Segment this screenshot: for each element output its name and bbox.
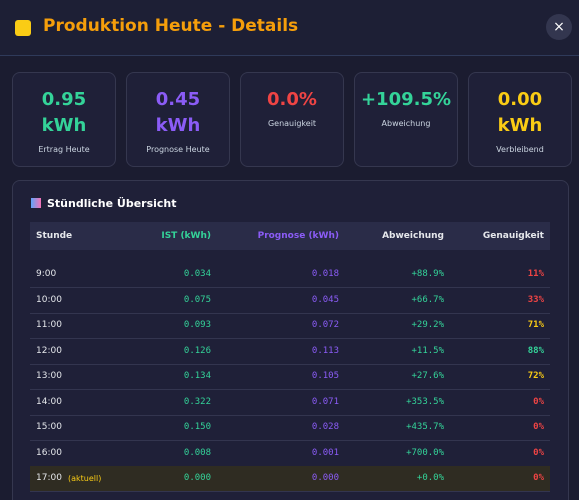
table-cell: 15:00 bbox=[36, 422, 62, 432]
table-cell: 11% bbox=[527, 269, 544, 279]
header-icon bbox=[15, 20, 31, 36]
stat-unit: kWh bbox=[155, 115, 201, 136]
table-cell: +88.9% bbox=[411, 269, 444, 279]
table-cell: 72% bbox=[527, 371, 544, 381]
stat-label: Abweichung bbox=[381, 119, 431, 128]
stat-unit: kWh bbox=[497, 115, 543, 136]
header: Produktion Heute - Details × bbox=[0, 0, 579, 56]
stat-label: Ertrag Heute bbox=[38, 145, 90, 154]
column-header: Stunde bbox=[36, 231, 73, 241]
table-cell: 0.018 bbox=[311, 269, 339, 279]
table-row: 15:00 0.150 0.028 +435.7% 0% bbox=[30, 415, 550, 441]
table-cell: 12:00 bbox=[36, 345, 62, 356]
table-cell: 10:00 bbox=[36, 294, 62, 305]
stat-value: 0.45 kWh bbox=[127, 87, 229, 139]
column-header: Prognose (kWh) bbox=[257, 231, 339, 241]
stat-number: +109.5% bbox=[360, 89, 452, 110]
close-button[interactable]: × bbox=[546, 14, 572, 40]
table-row: 9:00 0.034 0.018 +88.9% 11% bbox=[30, 262, 550, 288]
stat-label: Prognose Heute bbox=[146, 145, 210, 154]
dialog-title: Produktion Heute - Details bbox=[43, 16, 299, 36]
stat-label: Verbleibend bbox=[496, 145, 544, 154]
table-cell: 88% bbox=[527, 345, 544, 356]
section-icon bbox=[31, 198, 41, 208]
table-row: 16:00 0.008 0.001 +700.0% 0% bbox=[30, 441, 550, 467]
table-cell: 0.075 bbox=[183, 294, 211, 305]
table-cell: 0% bbox=[533, 447, 544, 458]
table-cell: +29.2% bbox=[411, 320, 444, 330]
column-header: Abweichung bbox=[382, 231, 444, 241]
table-cell: +0.0% bbox=[416, 473, 444, 483]
table-cell: +435.7% bbox=[406, 422, 444, 432]
stat-unit: kWh bbox=[41, 115, 87, 136]
section-title-text: Stündliche Übersicht bbox=[47, 197, 177, 210]
table-cell: 71% bbox=[527, 320, 544, 330]
table-cell: 11:00 bbox=[36, 320, 62, 330]
table-cell: 0.113 bbox=[311, 345, 339, 356]
column-header: Genauigkeit bbox=[482, 231, 544, 241]
section-title: Stündliche Übersicht bbox=[31, 197, 177, 210]
table-cell: 0.093 bbox=[183, 320, 211, 330]
table-cell: 9:00 bbox=[36, 269, 57, 279]
table-cell: 33% bbox=[527, 294, 544, 305]
table-cell: +66.7% bbox=[411, 294, 444, 305]
table-cell: 0.028 bbox=[311, 422, 339, 432]
table-cell: +27.6% bbox=[411, 371, 444, 381]
table-row: 10:00 0.075 0.045 +66.7% 33% bbox=[30, 288, 550, 314]
table-cell: 0.126 bbox=[183, 345, 211, 356]
stat-number: 0.00 bbox=[497, 89, 543, 110]
stat-card: +109.5% Abweichung bbox=[354, 72, 458, 167]
table-header: Stunde IST (kWh) Prognose (kWh) Abweichung G… bbox=[30, 222, 550, 250]
stat-number: 0.45 bbox=[155, 89, 201, 110]
table-row: 17:00 (aktuell) 0.000 0.000 +0.0% 0% bbox=[30, 466, 550, 492]
stat-value: +109.5% bbox=[355, 87, 457, 113]
table-row: 13:00 0.134 0.105 +27.6% 72% bbox=[30, 364, 550, 390]
column-header: IST (kWh) bbox=[161, 231, 211, 241]
table-cell: 0.071 bbox=[311, 396, 339, 407]
table-cell: 0.134 bbox=[183, 371, 211, 381]
table-cell: 0.000 bbox=[183, 473, 211, 483]
table-cell: 0.008 bbox=[183, 447, 211, 458]
table-cell: 16:00 bbox=[36, 447, 62, 458]
table-row: 14:00 0.322 0.071 +353.5% 0% bbox=[30, 390, 550, 416]
stat-value: 0.0% bbox=[241, 87, 343, 113]
stat-value: 0.00 kWh bbox=[469, 87, 571, 139]
table-cell: +700.0% bbox=[406, 447, 444, 458]
stat-card: 0.95 kWh Ertrag Heute bbox=[12, 72, 116, 167]
table-cell: 14:00 bbox=[36, 396, 62, 407]
table-cell: 0.001 bbox=[311, 447, 339, 458]
table-cell: 0.322 bbox=[183, 396, 211, 407]
table-cell: 0.034 bbox=[183, 269, 211, 279]
table-cell: 0.150 bbox=[183, 422, 211, 432]
table-cell: 0.045 bbox=[311, 294, 339, 305]
table-cell: 0% bbox=[533, 396, 544, 407]
table-cell: 17:00 bbox=[36, 473, 62, 483]
table-cell: +11.5% bbox=[411, 345, 444, 356]
stat-number: 0.95 bbox=[41, 89, 87, 110]
table-cell: 0.072 bbox=[311, 320, 339, 330]
stat-value: 0.95 kWh bbox=[13, 87, 115, 139]
stat-card: 0.45 kWh Prognose Heute bbox=[126, 72, 230, 167]
table-cell: 0.105 bbox=[311, 371, 339, 381]
table-cell: 0% bbox=[533, 473, 544, 483]
current-note: (aktuell) bbox=[68, 474, 102, 483]
table-cell: 0% bbox=[533, 422, 544, 432]
table-row: 12:00 0.126 0.113 +11.5% 88% bbox=[30, 339, 550, 365]
table-row: 11:00 0.093 0.072 +29.2% 71% bbox=[30, 313, 550, 339]
stat-number: 0.0% bbox=[267, 89, 317, 110]
table-cell: +353.5% bbox=[406, 396, 444, 407]
table-cell: 0.000 bbox=[311, 473, 339, 483]
stat-card: 0.00 kWh Verbleibend bbox=[468, 72, 572, 167]
stat-label: Genauigkeit bbox=[267, 119, 317, 128]
table-cell: 13:00 bbox=[36, 371, 62, 381]
stat-card: 0.0% Genauigkeit bbox=[240, 72, 344, 167]
